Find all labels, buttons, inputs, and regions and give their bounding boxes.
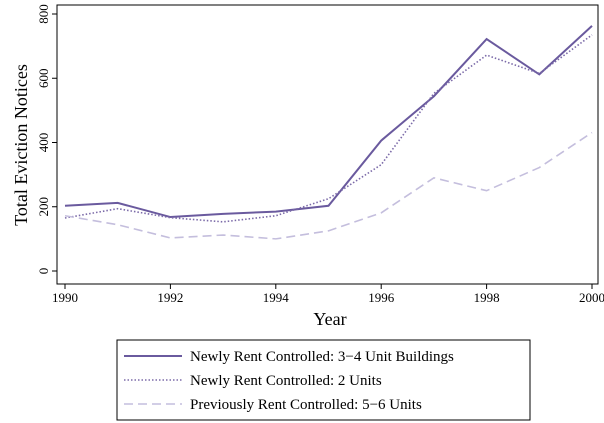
y-tick-label: 800 xyxy=(36,4,51,24)
y-tick-label: 600 xyxy=(36,69,51,89)
x-tick-label: 1998 xyxy=(474,290,500,305)
series-line xyxy=(64,34,593,223)
legend-label: Newly Rent Controlled: 3−4 Unit Building… xyxy=(190,349,454,365)
series-line xyxy=(64,25,593,219)
legend xyxy=(116,339,531,421)
series-line xyxy=(64,131,593,240)
legend-label: Newly Rent Controlled: 2 Units xyxy=(190,373,382,389)
legend-label: Previously Rent Controlled: 5−6 Units xyxy=(190,397,422,413)
y-tick-label: 400 xyxy=(36,133,51,153)
x-axis-label: Year xyxy=(313,309,346,329)
x-tick-label: 2000 xyxy=(579,290,604,305)
x-tick-label: 1992 xyxy=(157,290,183,305)
x-tick-label: 1996 xyxy=(368,290,395,305)
x-tick-label: 1994 xyxy=(263,290,290,305)
plot-frame xyxy=(56,4,599,285)
y-tick-label: 200 xyxy=(36,197,51,217)
y-tick-label: 0 xyxy=(36,268,51,275)
x-tick-label: 1990 xyxy=(52,290,78,305)
y-axis-label: Total Eviction Notices xyxy=(11,64,31,226)
